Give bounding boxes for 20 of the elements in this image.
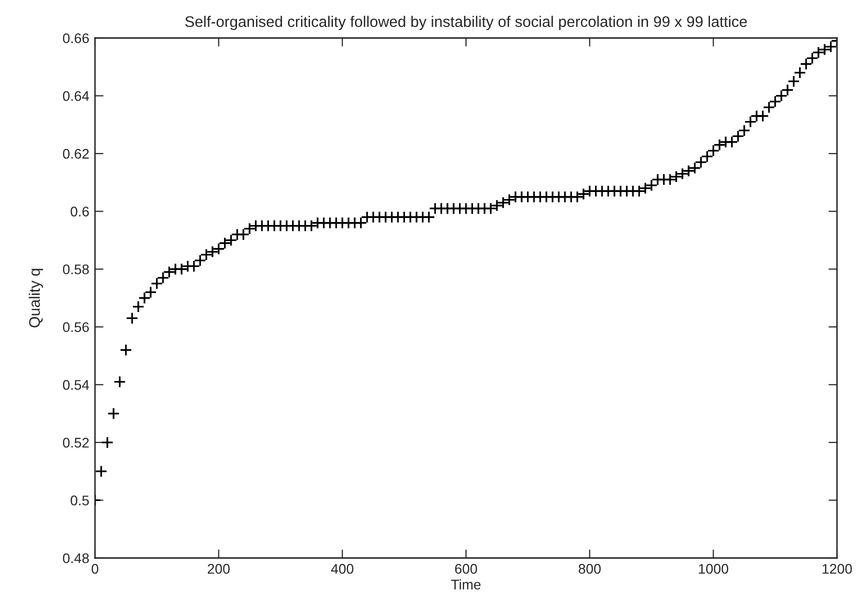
y-tick-label: 0.54 xyxy=(62,380,90,390)
x-tick-label: 1000 xyxy=(698,564,728,574)
x-tick-label: 400 xyxy=(331,564,354,574)
y-tick-label: 0.5 xyxy=(70,496,89,506)
y-tick-label: 0.64 xyxy=(62,91,90,101)
chart-title: Self-organised criticality followed by instability of social percolation in 99 x 99 lattice xyxy=(185,16,747,30)
x-tick-label: 0 xyxy=(92,564,98,574)
y-tick-label: 0.52 xyxy=(62,438,89,448)
x-tick-label: 1200 xyxy=(822,564,852,574)
y-tick-label: 0.48 xyxy=(62,553,89,564)
x-tick-label: 200 xyxy=(208,564,230,574)
x-tick-label: 800 xyxy=(578,564,601,574)
x-tick-label: 600 xyxy=(455,564,478,574)
y-tick-label: 0.62 xyxy=(62,148,89,159)
y-tick-label: 0.58 xyxy=(62,264,89,274)
y-axis-title: Quality q xyxy=(28,268,43,328)
x-axis-title: Time xyxy=(451,579,481,590)
y-tick-label: 0.56 xyxy=(62,322,89,332)
y-tick-label: 0.6 xyxy=(70,206,89,217)
y-tick-label: 0.66 xyxy=(62,33,89,44)
